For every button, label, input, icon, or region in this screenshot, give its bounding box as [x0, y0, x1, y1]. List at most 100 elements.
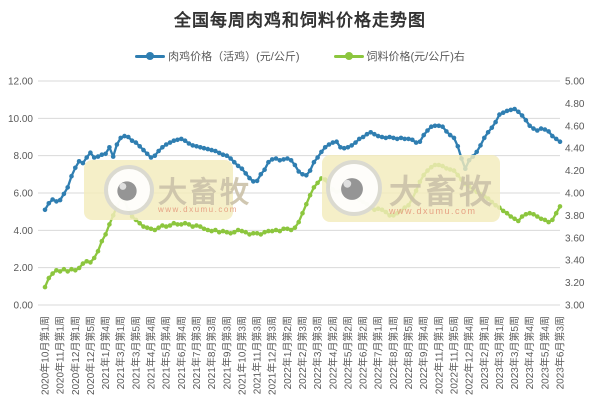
broiler-price-data-point [402, 136, 408, 142]
feed-price-data-point [232, 229, 237, 235]
feed-price-data-point [307, 192, 313, 198]
broiler-price-data-point [345, 145, 351, 150]
broiler-price-data-point [288, 158, 294, 163]
broiler-price-data-point [364, 131, 370, 137]
broiler-price-data-point [334, 139, 339, 144]
chart-title: 全国每周肉鸡和饲料价格走势图 [174, 11, 426, 30]
watermark-eye-highlight [119, 182, 127, 190]
broiler-price-data-point [307, 168, 313, 173]
broiler-price-data-point [553, 136, 559, 142]
feed-price-data-point [91, 255, 97, 261]
feed-price-data-point [95, 248, 101, 254]
broiler-price-data-point [266, 159, 271, 165]
feed-price-data-point [42, 284, 48, 290]
broiler-price-data-point [216, 150, 222, 156]
feed-price-data-point [46, 275, 52, 281]
feed-price-data-point [182, 220, 188, 226]
broiler-price-data-point [107, 145, 112, 150]
broiler-price-data-point [485, 130, 491, 135]
feed-price-data-point [163, 224, 169, 229]
feed-price-data-point [213, 227, 218, 233]
feed-price-data-point [512, 216, 517, 222]
broiler-price-data-point [243, 171, 248, 176]
broiler-price-data-point [425, 128, 430, 133]
broiler-price-data-point [504, 108, 510, 114]
feed-price-data-point [516, 218, 521, 224]
broiler-price-data-point [516, 109, 521, 115]
broiler-price-data-point [550, 133, 555, 139]
feed-price-data-point [224, 229, 230, 235]
broiler-price-data-point [160, 145, 165, 150]
feed-price-data-point [80, 261, 86, 266]
right-axis-tick-label: 3.80 [565, 211, 585, 222]
feed-price-data-point [247, 232, 252, 237]
broiler-price-data-point [50, 197, 55, 202]
feed-price-data-point [205, 227, 211, 233]
broiler-price-data-point [319, 149, 324, 155]
broiler-price-data-point [61, 191, 67, 197]
feed-price-data-point [235, 227, 241, 233]
feed-price-data-point [107, 222, 112, 227]
broiler-price-data-point [474, 149, 480, 155]
broiler-price-data-point [375, 133, 381, 139]
broiler-price-data-point [156, 148, 161, 154]
broiler-price-data-point [126, 134, 131, 140]
x-axis-tick-label: 2022年1月第2周 [281, 316, 294, 389]
broiler-price-data-point [341, 145, 347, 151]
feed-price-data-point [73, 268, 78, 273]
broiler-price-data-point [258, 172, 264, 177]
broiler-price-data-point [213, 148, 218, 154]
broiler-price-data-point [99, 152, 105, 157]
broiler-price-data-point [175, 137, 180, 143]
broiler-price-data-point [273, 156, 279, 161]
x-axis-tick-label: 2021年3月第1周 [114, 316, 127, 389]
broiler-price-data-point [269, 157, 275, 162]
broiler-price-data-point [372, 131, 377, 137]
broiler-price-data-point [281, 157, 286, 162]
feed-price-data-point [61, 266, 67, 272]
broiler-price-data-point [228, 156, 233, 161]
feed-price-data-point [262, 229, 267, 235]
x-axis-tick-label: 2022年12月第4周 [463, 316, 476, 395]
broiler-price-data-point [531, 126, 536, 131]
feed-price-data-point [311, 185, 317, 190]
broiler-price-data-point [148, 155, 154, 160]
x-axis-tick-label: 2021年3月第5周 [129, 316, 142, 389]
feed-price-data-point [550, 217, 555, 223]
broiler-price-data-point [141, 147, 146, 153]
broiler-price-data-point [73, 165, 78, 171]
feed-price-data-point [57, 269, 63, 274]
feed-price-data-point [300, 210, 305, 216]
feed-price-data-point [542, 217, 548, 223]
broiler-price-data-point [489, 125, 495, 130]
feed-price-data-point [194, 223, 199, 228]
x-axis-tick-label: 2023年3月第1周 [493, 316, 506, 389]
feed-price-data-point [216, 229, 222, 235]
x-axis-tick-label: 2022年11月第5周 [447, 316, 460, 394]
x-axis-tick-label: 2022年8月第1周 [387, 316, 400, 389]
broiler-price-data-point [163, 142, 169, 147]
feed-price-data-point [54, 268, 59, 273]
broiler-price-data-point [508, 107, 514, 113]
broiler-price-data-point [133, 140, 139, 145]
broiler-price-data-point [205, 146, 211, 152]
broiler-price-data-point [360, 134, 366, 140]
left-axis-tick-label: 0.00 [14, 301, 34, 312]
feed-price-data-point [304, 201, 309, 207]
broiler-price-data-point [500, 110, 506, 115]
feed-price-data-point [288, 227, 294, 233]
broiler-price-data-point [76, 159, 82, 164]
broiler-price-data-point [152, 153, 158, 158]
feed-price-data-point [535, 214, 540, 219]
feed-price-data-point [99, 238, 105, 244]
broiler-price-data-point [421, 132, 427, 138]
right-axis-tick-label: 4.20 [565, 166, 585, 177]
feed-price-data-point [557, 204, 563, 209]
broiler-price-data-point [129, 138, 135, 143]
x-axis-tick-label: 2021年4月第4周 [145, 316, 158, 389]
feed-price-data-point [504, 210, 510, 216]
broiler-price-data-point [482, 135, 487, 141]
x-axis-tick-label: 2021年7月第3周 [190, 316, 203, 389]
x-axis-tick-label: 2023年2月第1周 [478, 316, 491, 389]
